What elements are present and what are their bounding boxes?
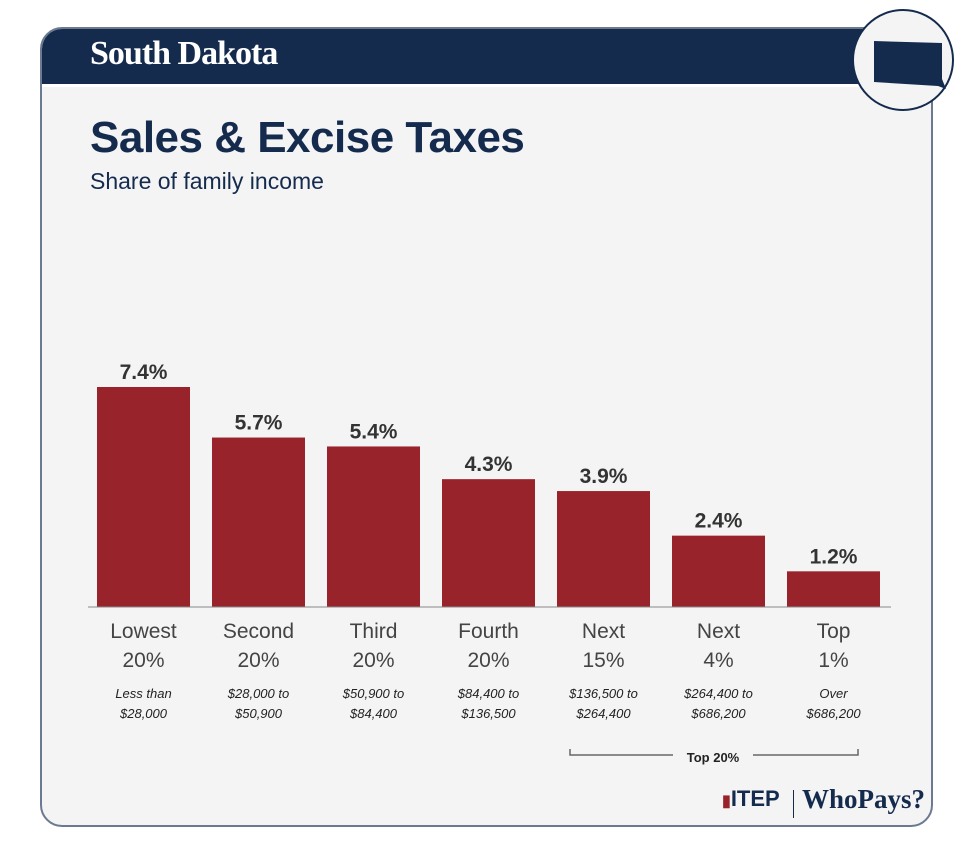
category-label: Lowest xyxy=(110,620,177,643)
income-range-label: $264,400 xyxy=(575,706,631,721)
category-label: 15% xyxy=(582,649,624,672)
itep-logo: ▮ITEP xyxy=(722,786,780,811)
header-bar: South Dakota xyxy=(42,29,931,87)
top-20-bracket xyxy=(569,749,859,756)
category-label: Top xyxy=(817,620,851,643)
category-label: Fourth xyxy=(458,620,519,643)
logo-divider xyxy=(793,790,794,818)
income-range-label: $28,000 to xyxy=(227,686,289,701)
bar xyxy=(787,571,880,607)
category-label: Next xyxy=(582,620,625,643)
income-range-label: $264,400 to xyxy=(683,686,753,701)
bar xyxy=(327,446,420,607)
south-dakota-map-icon xyxy=(852,9,954,111)
data-label: 3.9% xyxy=(580,465,628,488)
data-label: 5.4% xyxy=(350,420,398,443)
whopays-logo: WhoPays? xyxy=(802,784,926,814)
category-label: Next xyxy=(697,620,740,643)
income-range-label: Less than xyxy=(115,686,171,701)
income-range-label: $136,500 xyxy=(460,706,516,721)
income-range-label: $136,500 to xyxy=(568,686,638,701)
category-label: 20% xyxy=(122,649,164,672)
category-label: 1% xyxy=(818,649,848,672)
income-range-label: $50,900 to xyxy=(342,686,404,701)
income-range-label: $686,200 xyxy=(805,706,861,721)
state-name: South Dakota xyxy=(90,35,278,72)
category-label: 20% xyxy=(467,649,509,672)
chart-title: Sales & Excise Taxes xyxy=(90,113,525,162)
data-label: 2.4% xyxy=(695,510,743,533)
category-label: 20% xyxy=(352,649,394,672)
data-label: 1.2% xyxy=(810,545,858,568)
bar xyxy=(557,491,650,607)
data-label: 7.4% xyxy=(120,361,168,384)
category-label: Third xyxy=(350,620,398,643)
income-range-label: $28,000 xyxy=(119,706,168,721)
category-label: Second xyxy=(223,620,294,643)
chart-subtitle: Share of family income xyxy=(90,168,324,194)
data-label: 4.3% xyxy=(465,453,513,476)
bar xyxy=(442,479,535,607)
data-label: 5.7% xyxy=(235,412,283,435)
bar xyxy=(212,437,305,607)
category-label: 20% xyxy=(237,649,279,672)
income-range-label: $84,400 to xyxy=(457,686,519,701)
bar xyxy=(672,535,765,607)
category-label: 4% xyxy=(703,649,733,672)
income-range-label: $84,400 xyxy=(349,706,398,721)
bar xyxy=(97,387,190,607)
income-range-label: Over xyxy=(819,686,848,701)
top-20-label: Top 20% xyxy=(687,750,740,765)
income-range-label: $50,900 xyxy=(234,706,283,721)
income-range-label: $686,200 xyxy=(690,706,746,721)
